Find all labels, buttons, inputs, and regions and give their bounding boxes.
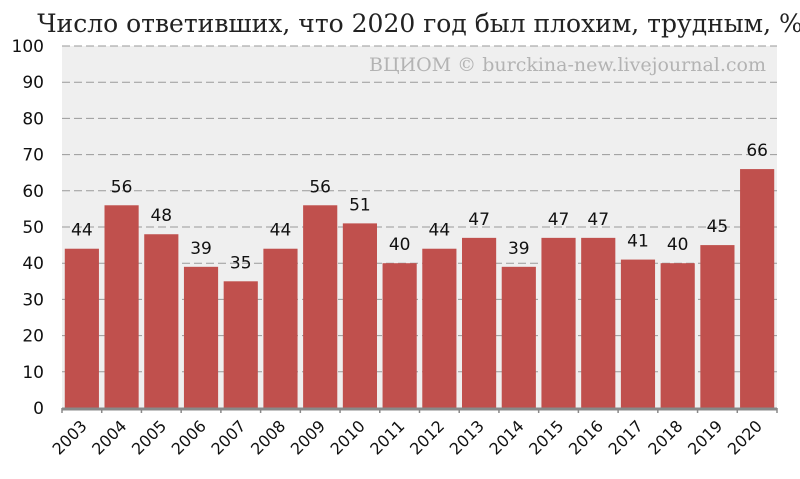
bar-2004	[104, 205, 139, 408]
x-tick-label: 2011	[366, 416, 408, 458]
y-tick-label: 90	[22, 73, 44, 93]
data-label: 41	[627, 232, 649, 252]
x-tick-label: 2010	[327, 416, 369, 458]
data-label: 47	[548, 210, 570, 230]
y-tick-label: 80	[22, 109, 44, 129]
y-tick-label: 100	[12, 37, 44, 57]
y-tick-label: 10	[22, 363, 44, 383]
data-label: 35	[230, 253, 252, 273]
bar-2012	[422, 248, 457, 408]
x-tick-label: 2012	[406, 416, 448, 458]
bar-2017	[620, 259, 656, 408]
data-label: 47	[468, 210, 490, 230]
data-label: 48	[150, 206, 172, 226]
x-tick-label: 2009	[287, 416, 329, 458]
y-tick-label: 0	[33, 399, 44, 419]
data-label: 56	[111, 177, 133, 197]
x-tick-label: 2003	[48, 416, 90, 458]
bars	[64, 169, 775, 408]
y-tick-label: 30	[22, 290, 44, 310]
bar-2014	[501, 266, 536, 408]
x-tick-label: 2004	[88, 416, 130, 458]
y-tick-label: 60	[22, 182, 44, 202]
data-label: 47	[587, 210, 609, 230]
x-tick-label: 2015	[525, 416, 567, 458]
data-label: 51	[349, 195, 371, 215]
bar-2011	[382, 263, 417, 408]
bar-2013	[462, 237, 497, 408]
data-label: 44	[71, 221, 93, 241]
watermark: ВЦИОМ © burckina-new.livejournal.com	[369, 54, 766, 76]
data-label: 39	[190, 239, 212, 259]
data-label: 45	[707, 217, 729, 237]
x-tick-label: 2020	[724, 416, 766, 458]
bar-2008	[263, 248, 298, 408]
x-tick-label: 2005	[128, 416, 170, 458]
bar-2010	[342, 223, 377, 408]
data-label: 44	[270, 221, 292, 241]
y-tick-label: 70	[22, 146, 44, 166]
data-label: 40	[389, 235, 411, 255]
x-tick-label: 2017	[605, 416, 647, 458]
x-tick-label: 2013	[446, 416, 488, 458]
y-tick-label: 20	[22, 327, 44, 347]
bar-2007	[223, 281, 258, 408]
data-label: 66	[746, 141, 768, 161]
data-label: 39	[508, 239, 530, 259]
x-tick-label: 2019	[684, 416, 726, 458]
bar-2003	[64, 248, 99, 408]
data-label: 44	[429, 221, 451, 241]
x-tick-labels: 2003200420052006200720082009201020112012…	[48, 416, 766, 458]
x-tick-label: 2008	[247, 416, 289, 458]
data-labels: 44 56 48 39 35 44 56 51 40 44 47 39 47 47 41 40 45 66	[71, 141, 768, 273]
x-tick-label: 2018	[644, 416, 686, 458]
bar-2015	[541, 237, 576, 408]
y-axis: 0 10 20 30 40 50 60 70 80 90 100	[12, 37, 44, 419]
x-tick-label: 2007	[207, 416, 249, 458]
grid-lines	[62, 45, 777, 373]
bar-2019	[700, 245, 735, 408]
bar-2020	[740, 169, 775, 408]
x-axis	[61, 407, 778, 413]
x-tick-label: 2006	[168, 416, 210, 458]
x-tick-label: 2016	[565, 416, 607, 458]
bar-2009	[303, 205, 338, 408]
bar-2005	[144, 234, 179, 408]
data-label: 56	[309, 177, 331, 197]
bar-2006	[183, 266, 219, 408]
y-tick-label: 40	[22, 254, 44, 274]
x-tick-label: 2014	[485, 416, 527, 458]
bar-2018	[660, 263, 695, 408]
data-label: 40	[667, 235, 689, 255]
y-tick-label: 50	[22, 218, 44, 238]
chart-title: Число ответивших, что 2020 год был плохи…	[37, 9, 800, 38]
bar-2016	[581, 237, 616, 408]
